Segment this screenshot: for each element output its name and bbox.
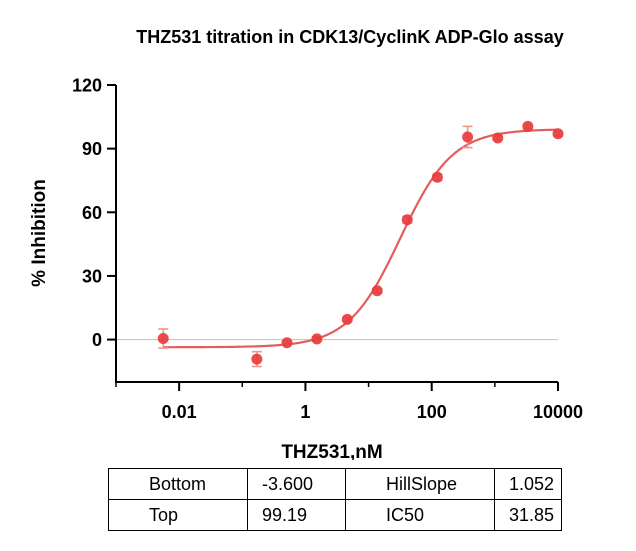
- data-point: [431, 171, 443, 183]
- table-row: Bottom -3.600 HillSlope 1.052: [108, 468, 562, 500]
- data-point: [371, 285, 383, 297]
- param-value-top: 99.19: [247, 499, 346, 531]
- x-tick-label: 0.01: [162, 402, 197, 422]
- data-point: [492, 132, 504, 144]
- x-tick-label: 100: [417, 402, 447, 422]
- data-point: [251, 353, 263, 365]
- data-point: [157, 333, 169, 345]
- data-point: [522, 120, 534, 132]
- x-tick-label: 1: [300, 402, 310, 422]
- dose-response-plot: 0 30 60 90 120 0.01 1 100 10000 THZ531,nM % Inhibi…: [29, 76, 583, 461]
- param-label-bottom: Bottom: [108, 468, 248, 500]
- table-row: Top 99.19 IC50 31.85: [108, 499, 562, 531]
- chart-title: THZ531 titration in CDK13/CyclinK ADP-Gl…: [136, 27, 564, 47]
- param-value-ic50: 31.85: [494, 499, 562, 531]
- y-tick-label: 0: [92, 330, 102, 350]
- data-point: [281, 337, 293, 349]
- fit-curve: [162, 128, 559, 349]
- y-tick-label: 30: [82, 266, 102, 286]
- fit-parameters-table: Bottom -3.600 HillSlope 1.052 Top 99.19 …: [108, 468, 562, 531]
- param-value-bottom: -3.600: [247, 468, 346, 500]
- y-axis-title: % Inhibition: [29, 179, 50, 287]
- y-tick-label: 120: [72, 76, 102, 96]
- x-axis-title: THZ531,nM: [281, 442, 382, 460]
- param-label-hillslope: HillSlope: [345, 468, 495, 500]
- param-label-top: Top: [108, 499, 248, 531]
- data-point: [401, 214, 413, 226]
- param-value-hillslope: 1.052: [494, 468, 562, 500]
- data-point: [552, 128, 564, 140]
- data-point: [311, 333, 323, 345]
- x-tick-label: 10000: [533, 402, 583, 422]
- y-tick-label: 60: [82, 203, 102, 223]
- y-tick-label: 90: [82, 139, 102, 159]
- data-point: [462, 131, 474, 143]
- param-label-ic50: IC50: [345, 499, 495, 531]
- data-point: [341, 313, 353, 325]
